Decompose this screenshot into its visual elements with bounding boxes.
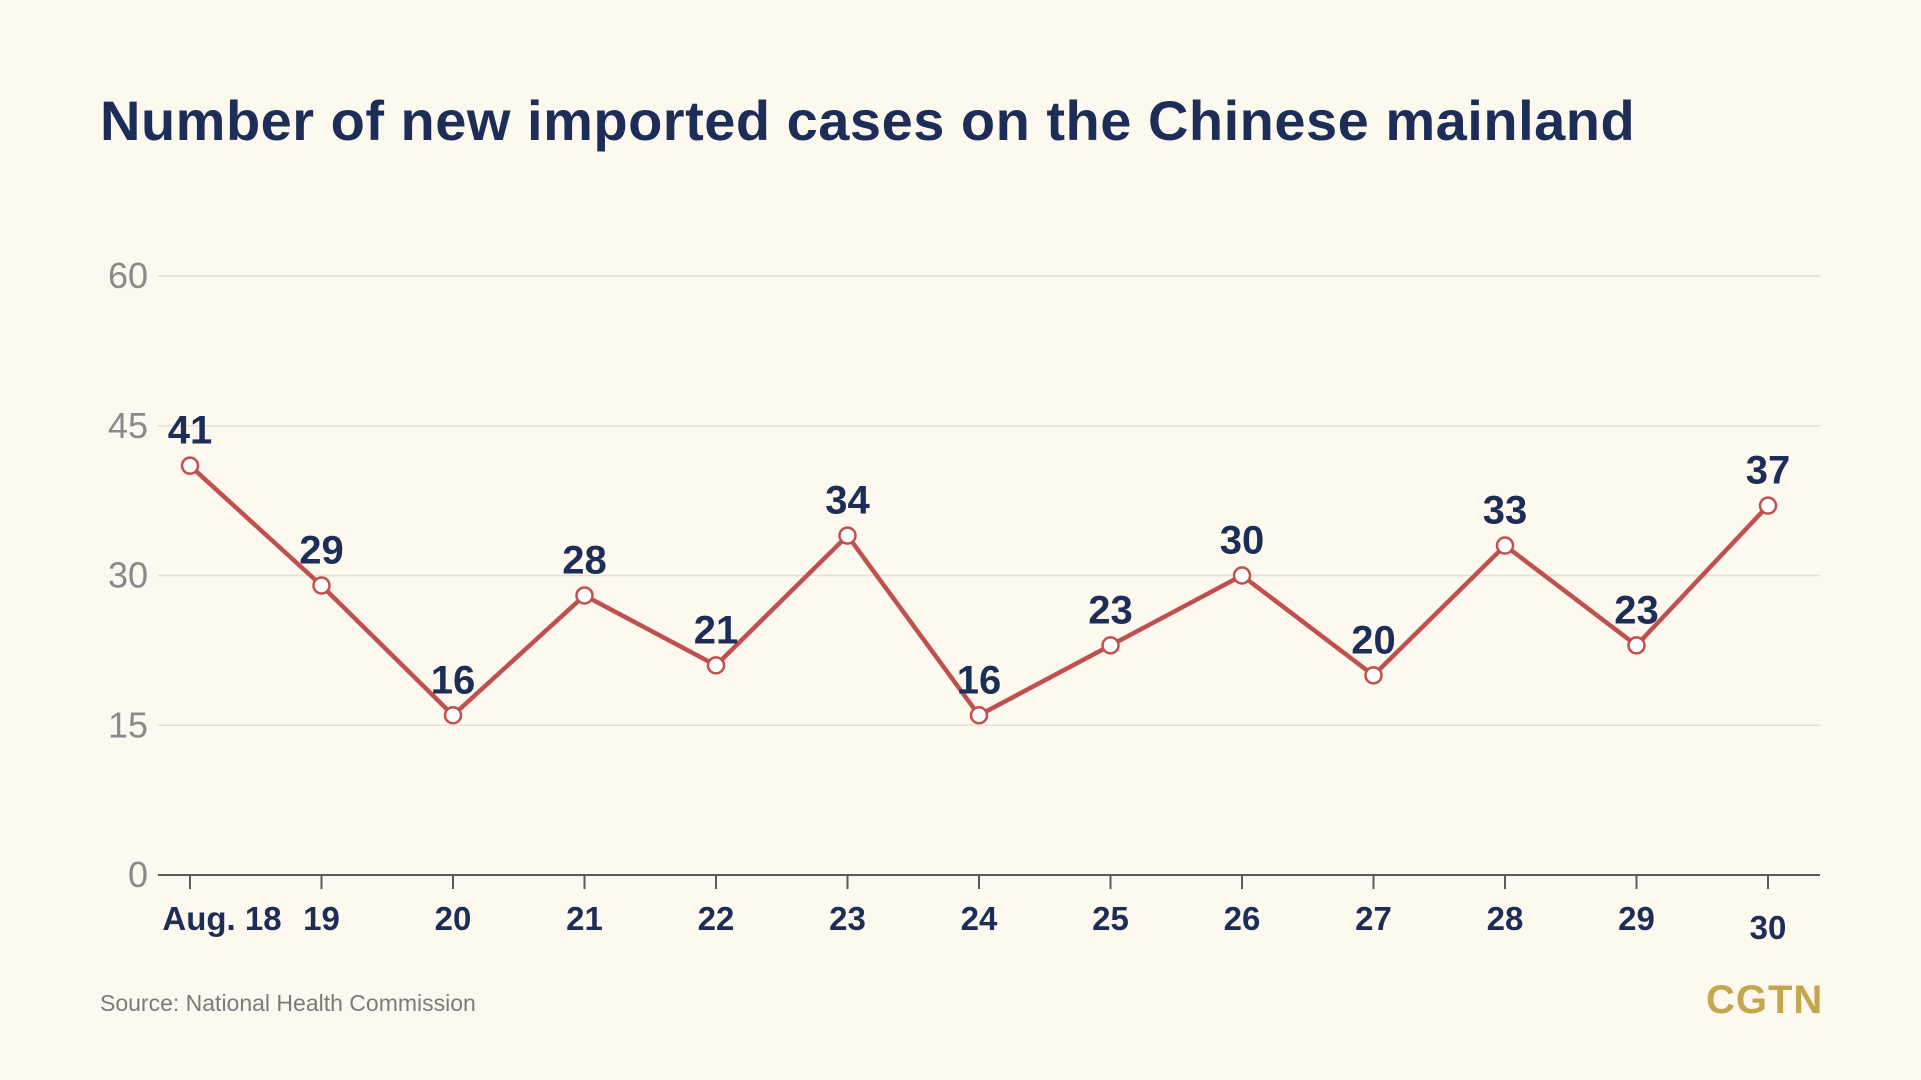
y-tick-label: 15 xyxy=(108,704,148,745)
data-point xyxy=(1364,666,1383,685)
data-point xyxy=(969,706,989,725)
x-tick-label: 29 xyxy=(1618,900,1655,937)
data-label: 30 xyxy=(1220,519,1265,563)
x-tick-label: Aug. 18 xyxy=(162,900,281,937)
data-point xyxy=(1232,566,1252,585)
data-point xyxy=(1627,636,1646,655)
data-label: 28 xyxy=(562,538,607,582)
x-tick-label: 28 xyxy=(1487,900,1524,937)
chart-title: Number of new imported cases on the Chin… xyxy=(100,89,1636,152)
data-point xyxy=(1758,496,1778,515)
data-point xyxy=(838,526,857,545)
data-point xyxy=(1101,636,1120,655)
data-label: 20 xyxy=(1351,618,1396,662)
data-label: 23 xyxy=(1614,588,1659,632)
source-note: Source: National Health Commission xyxy=(100,990,476,1016)
y-tick-label: 0 xyxy=(128,854,148,895)
x-tick-label: 25 xyxy=(1092,900,1129,937)
x-tick-label: 21 xyxy=(566,900,603,937)
data-label: 34 xyxy=(825,479,870,523)
data-label: 16 xyxy=(431,658,476,702)
data-point xyxy=(575,586,594,605)
x-tick-label: 20 xyxy=(435,900,472,937)
cgtn-logo: CGTN xyxy=(1706,978,1824,1022)
x-tick-label: 23 xyxy=(829,900,866,937)
data-label: 37 xyxy=(1746,449,1791,493)
x-tick-label: 24 xyxy=(961,900,998,937)
gridlines xyxy=(158,275,1820,726)
data-label: 16 xyxy=(957,658,1002,702)
x-tick-label: 30 xyxy=(1750,909,1787,946)
x-tick-label: 19 xyxy=(303,900,340,937)
data-label: 41 xyxy=(168,409,213,453)
data-label: 23 xyxy=(1088,588,1133,632)
data-label: 33 xyxy=(1483,489,1528,533)
data-point xyxy=(312,576,331,595)
data-point xyxy=(443,706,463,725)
y-tick-label: 30 xyxy=(108,555,148,596)
x-tick-label: 27 xyxy=(1355,900,1392,937)
data-point xyxy=(1495,536,1515,555)
data-label: 21 xyxy=(694,608,739,652)
data-points xyxy=(180,456,1778,725)
data-labels: 41 29 16 28 21 34 16 23 30 20 33 23 37 xyxy=(168,409,1791,703)
data-label: 29 xyxy=(299,528,344,572)
axes: 0 15 30 45 60 Aug. 18 19 20 21 22 23 24 25 26 27 28 29 30 xyxy=(108,255,1820,946)
data-point xyxy=(706,656,726,675)
data-point xyxy=(180,456,200,475)
y-tick-label: 60 xyxy=(108,255,148,296)
x-tick-label: 22 xyxy=(698,900,735,937)
y-tick-label: 45 xyxy=(108,405,148,446)
x-tick-label: 26 xyxy=(1224,900,1261,937)
